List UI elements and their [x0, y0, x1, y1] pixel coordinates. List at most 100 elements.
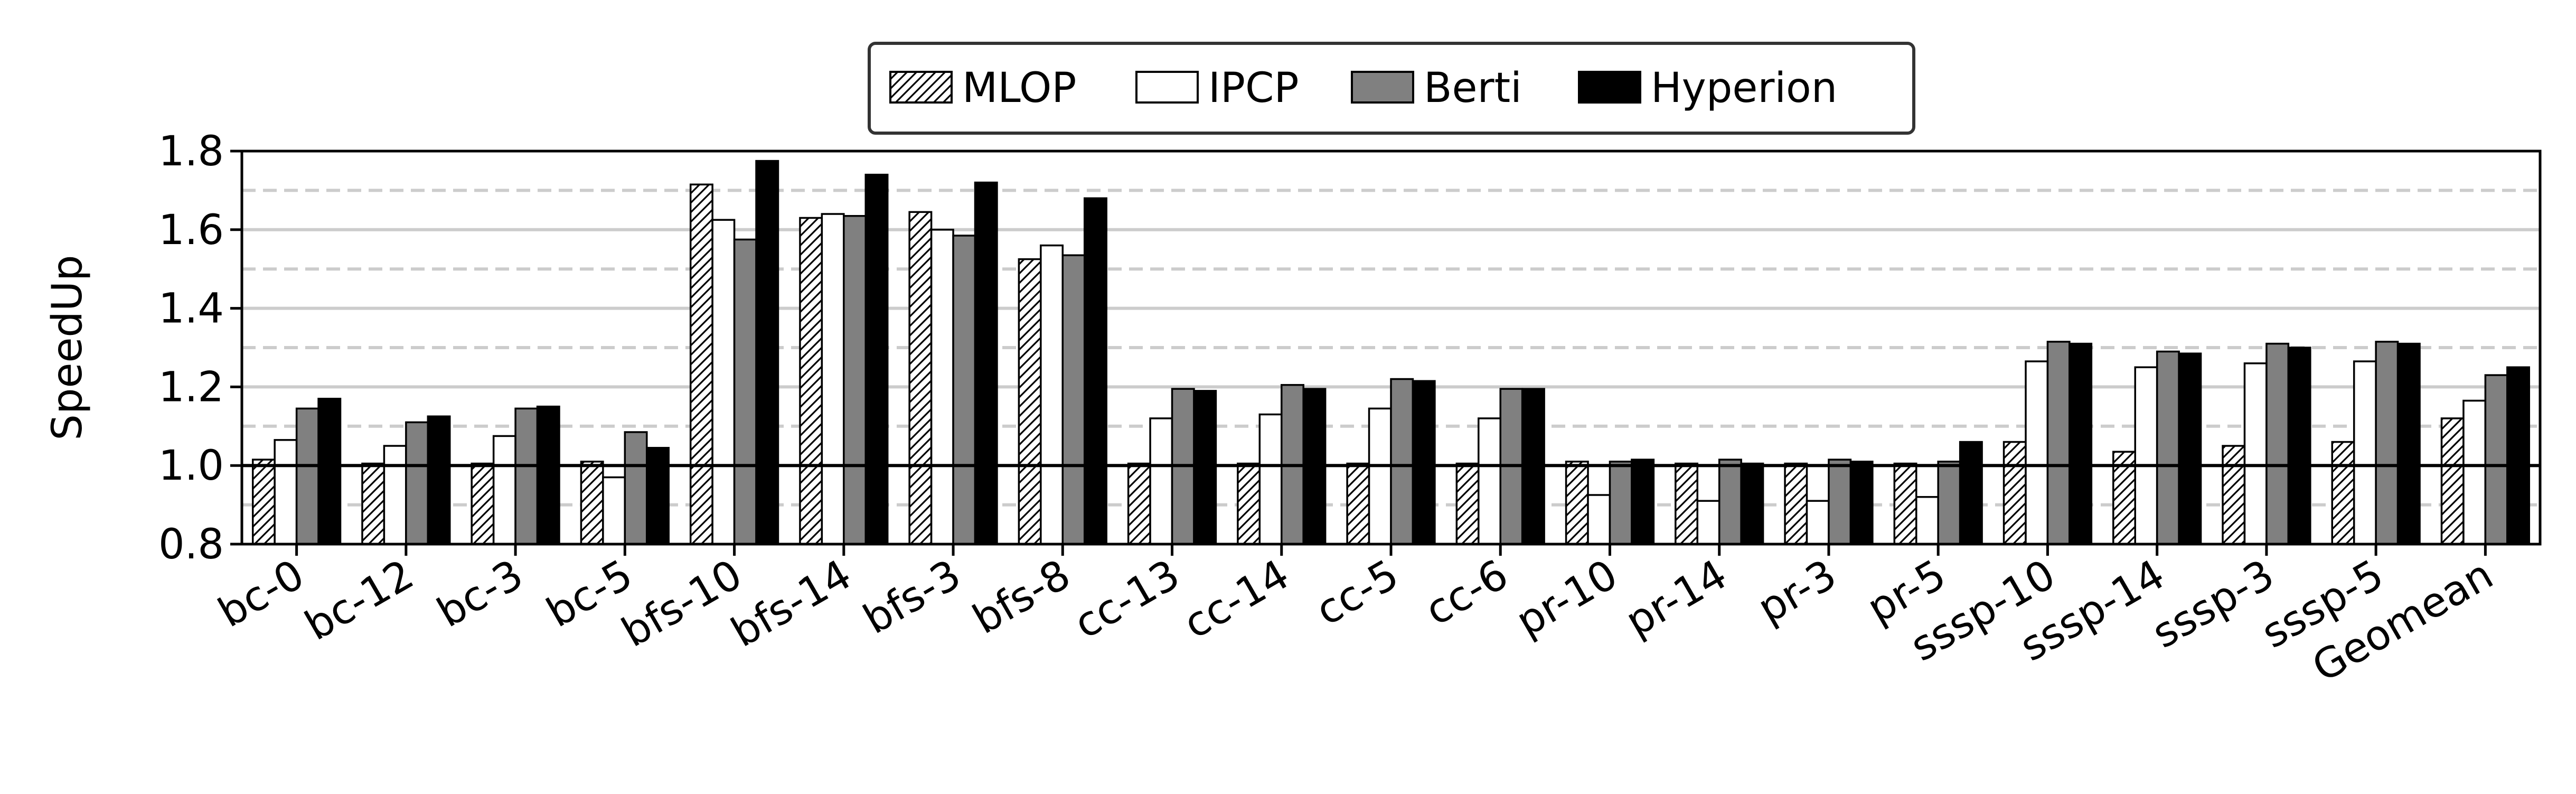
- bar-hyperion-bfs-10: [755, 160, 779, 545]
- bar-hyperion-bfs-8: [1083, 197, 1107, 545]
- x-tick-label: bc-3: [429, 551, 531, 637]
- bar-mlop-bfs-14: [799, 217, 823, 545]
- bar-hyperion-pr-10: [1631, 459, 1655, 545]
- bar-berti-bfs-8: [1061, 254, 1086, 545]
- bar-berti-bc-12: [405, 421, 429, 545]
- bar-ipcp-bfs-10: [711, 219, 736, 545]
- bar-hyperion-sssp-14: [2178, 352, 2202, 545]
- legend-label-berti: Berti: [1424, 64, 1522, 112]
- bar-mlop-cc-6: [1455, 462, 1480, 545]
- bar-hyperion-pr-5: [1959, 441, 1983, 545]
- bar-hyperion-cc-5: [1412, 380, 1436, 545]
- bar-mlop-bfs-3: [908, 211, 933, 545]
- bar-ipcp-bfs-3: [930, 229, 954, 545]
- bar-ipcp-Geomean: [2462, 399, 2487, 545]
- x-tick-label: sssp-3: [2145, 551, 2282, 658]
- bar-hyperion-pr-3: [1849, 461, 1874, 545]
- bar-hyperion-Geomean: [2506, 366, 2531, 545]
- bar-mlop-pr-3: [1784, 462, 1808, 545]
- bar-berti-bfs-3: [952, 235, 976, 545]
- bar-berti-sssp-5: [2375, 341, 2399, 545]
- bar-mlop-bc-5: [580, 461, 604, 545]
- legend-label-ipcp: IPCP: [1208, 64, 1299, 112]
- bar-ipcp-bfs-14: [821, 213, 845, 545]
- y-axis-label: SpeedUp: [44, 255, 91, 440]
- x-tick-label: cc-14: [1176, 551, 1298, 649]
- bar-ipcp-pr-14: [1696, 500, 1721, 545]
- x-tick-label: pr-10: [1508, 551, 1625, 646]
- bar-mlop-bc-0: [251, 459, 276, 545]
- bar-ipcp-sssp-14: [2134, 366, 2158, 545]
- bar-hyperion-bc-0: [317, 397, 342, 545]
- bar-berti-bfs-10: [733, 238, 757, 545]
- y-tick-label: 1.2: [158, 363, 224, 411]
- bar-ipcp-sssp-3: [2243, 362, 2268, 545]
- legend-swatch-hyperion: [1578, 71, 1641, 104]
- x-tick-label: bfs-8: [965, 551, 1078, 644]
- legend: MLOP IPCP Berti Hyperion: [868, 42, 1915, 135]
- x-tick-label: pr-3: [1750, 551, 1845, 633]
- bar-hyperion-pr-14: [1740, 462, 1764, 545]
- bar-hyperion-sssp-10: [2069, 342, 2093, 545]
- bar-berti-bc-3: [514, 407, 539, 545]
- y-tick-label: 1.6: [158, 207, 224, 254]
- bar-ipcp-cc-5: [1368, 407, 1392, 545]
- x-tick-label: pr-14: [1618, 551, 1735, 646]
- bar-ipcp-bc-0: [274, 439, 298, 545]
- bar-berti-pr-5: [1937, 461, 1961, 545]
- legend-swatch-berti: [1351, 71, 1414, 104]
- bar-hyperion-bc-5: [646, 446, 670, 545]
- bar-mlop-sssp-5: [2331, 441, 2355, 545]
- bar-mlop-Geomean: [2440, 417, 2465, 545]
- bar-ipcp-pr-5: [1915, 496, 1939, 545]
- bar-berti-sssp-3: [2265, 342, 2290, 545]
- bar-hyperion-cc-13: [1193, 390, 1217, 545]
- x-tick-label: bc-12: [297, 551, 421, 650]
- bar-berti-pr-14: [1718, 459, 1742, 545]
- bar-ipcp-cc-6: [1478, 417, 1501, 545]
- bar-mlop-cc-13: [1127, 462, 1151, 545]
- bar-berti-pr-10: [1609, 461, 1633, 545]
- bar-mlop-pr-10: [1565, 461, 1589, 545]
- bar-ipcp-bfs-8: [1040, 244, 1064, 545]
- bar-ipcp-sssp-5: [2353, 360, 2377, 545]
- x-tick-label: cc-6: [1417, 551, 1516, 636]
- bar-mlop-cc-5: [1346, 462, 1370, 545]
- x-tick-label: bfs-14: [723, 551, 859, 657]
- bar-ipcp-bc-5: [602, 476, 626, 545]
- bar-berti-sssp-10: [2046, 341, 2071, 545]
- x-tick-label: bc-0: [211, 551, 312, 637]
- bar-berti-pr-3: [1828, 459, 1852, 545]
- bar-ipcp-sssp-10: [2025, 360, 2049, 545]
- bar-hyperion-bfs-3: [974, 181, 998, 545]
- bar-berti-bfs-14: [843, 215, 867, 545]
- bar-mlop-sssp-3: [2222, 445, 2246, 545]
- bar-mlop-sssp-10: [2002, 441, 2027, 545]
- bar-ipcp-bc-3: [492, 435, 516, 545]
- bar-mlop-pr-14: [1675, 462, 1699, 545]
- legend-swatch-mlop: [889, 71, 953, 104]
- bar-hyperion-bc-3: [536, 405, 560, 545]
- x-tick-label: bfs-3: [855, 551, 969, 644]
- bar-hyperion-bfs-14: [864, 173, 889, 545]
- bar-hyperion-sssp-5: [2396, 342, 2421, 545]
- bar-ipcp-cc-14: [1258, 413, 1283, 545]
- bar-berti-sssp-14: [2156, 350, 2180, 545]
- x-tick-label: cc-5: [1308, 551, 1407, 636]
- bar-ipcp-pr-3: [1806, 500, 1830, 545]
- y-tick-label: 0.8: [158, 521, 224, 568]
- bar-ipcp-cc-13: [1149, 417, 1173, 545]
- bar-berti-bc-5: [624, 431, 648, 545]
- x-tick-label: bfs-10: [614, 551, 750, 657]
- bar-ipcp-pr-10: [1587, 494, 1611, 545]
- y-tick-label: 1.8: [158, 128, 224, 175]
- y-tick-label: 1.4: [158, 285, 224, 333]
- bar-mlop-sssp-14: [2112, 451, 2136, 545]
- bar-mlop-cc-14: [1237, 462, 1261, 545]
- x-tick-label: cc-13: [1066, 551, 1188, 649]
- y-tick-label: 1.0: [158, 442, 224, 490]
- bar-hyperion-bc-12: [427, 415, 451, 545]
- bar-mlop-bfs-8: [1018, 258, 1042, 545]
